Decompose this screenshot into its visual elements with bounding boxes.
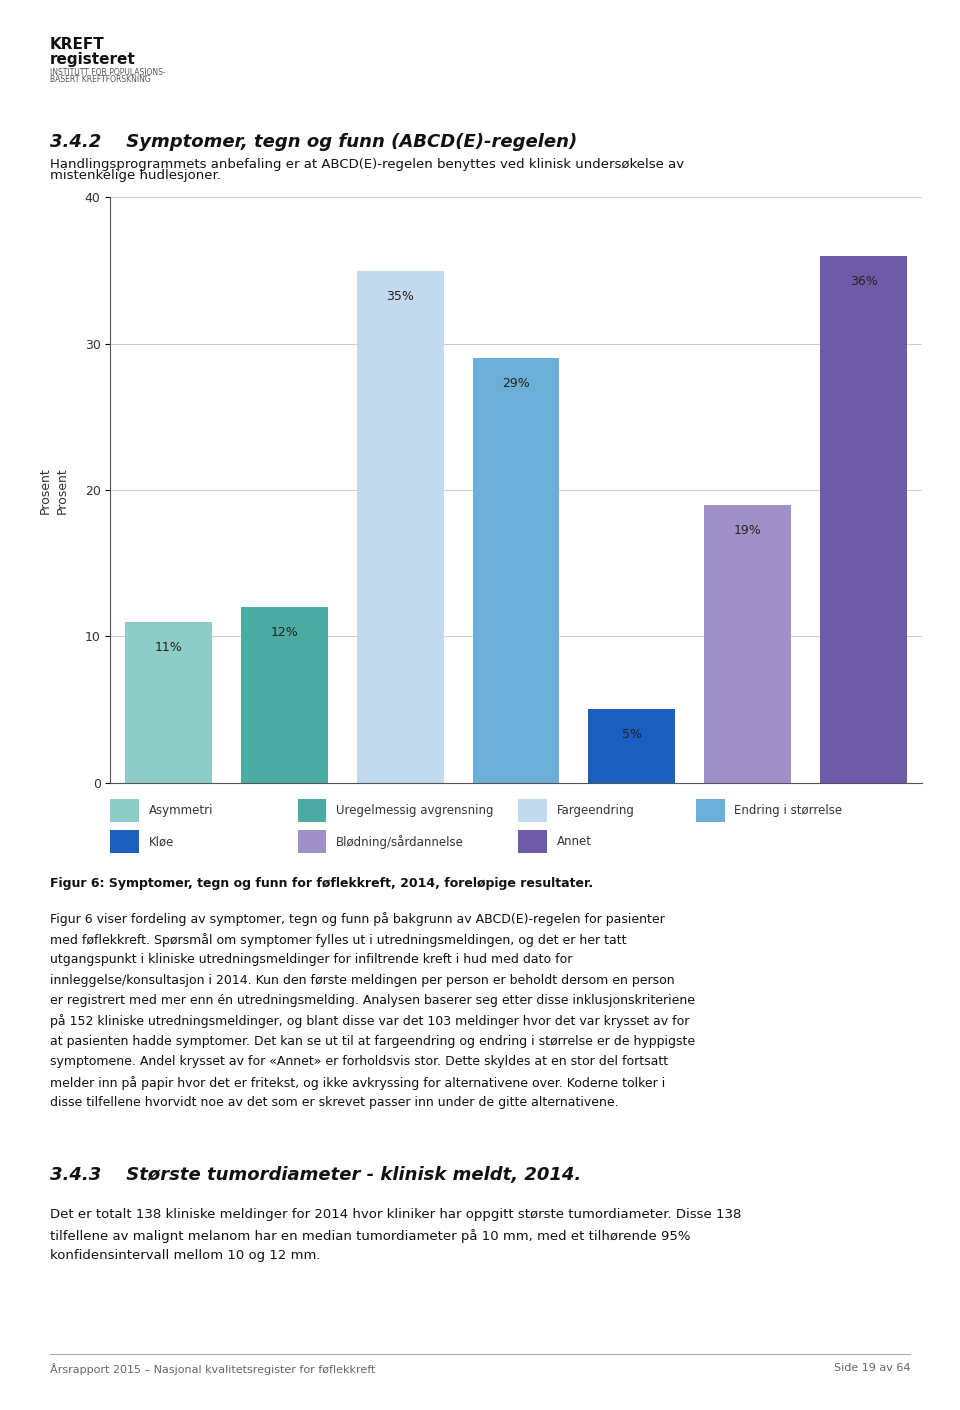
- Text: 5%: 5%: [622, 729, 642, 742]
- Text: Endring i størrelse: Endring i størrelse: [734, 804, 843, 818]
- Text: Asymmetri: Asymmetri: [149, 804, 213, 818]
- Text: med føflekkreft. Spørsmål om symptomer fylles ut i utredningsmeldingen, og det e: med føflekkreft. Spørsmål om symptomer f…: [50, 933, 627, 946]
- Bar: [357, 271, 444, 783]
- Bar: [820, 255, 907, 783]
- Bar: [588, 709, 675, 783]
- Text: Prosent: Prosent: [38, 467, 52, 515]
- Text: konfidensintervall mellom 10 og 12 mm.: konfidensintervall mellom 10 og 12 mm.: [50, 1249, 321, 1262]
- Text: tilfellene av malignt melanom har en median tumordiameter på 10 mm, med et tilhø: tilfellene av malignt melanom har en med…: [50, 1230, 690, 1242]
- Text: Side 19 av 64: Side 19 av 64: [833, 1363, 910, 1373]
- Text: Figur 6: Symptomer, tegn og funn for føflekkreft, 2014, foreløpige resultater.: Figur 6: Symptomer, tegn og funn for føf…: [50, 877, 593, 890]
- Text: 12%: 12%: [271, 626, 299, 639]
- Text: Handlingsprogrammets anbefaling er at ABCD(E)-regelen benyttes ved klinisk under: Handlingsprogrammets anbefaling er at AB…: [50, 158, 684, 171]
- Text: symptomene. Andel krysset av for «Annet» er forholdsvis stor. Dette skyldes at e: symptomene. Andel krysset av for «Annet»…: [50, 1055, 668, 1069]
- Text: Prosent: Prosent: [56, 467, 69, 515]
- Text: disse tilfellene hvorvidt noe av det som er skrevet passer inn under de gitte al: disse tilfellene hvorvidt noe av det som…: [50, 1097, 618, 1110]
- Text: 19%: 19%: [733, 523, 761, 537]
- Text: på 152 kliniske utredningsmeldinger, og blant disse var det 103 meldinger hvor d: på 152 kliniske utredningsmeldinger, og …: [50, 1015, 689, 1028]
- Text: 35%: 35%: [386, 289, 414, 303]
- Text: Blødning/sårdannelse: Blødning/sårdannelse: [336, 835, 464, 849]
- Text: 36%: 36%: [850, 275, 877, 288]
- Text: er registrert med mer enn én utredningsmelding. Analysen baserer seg etter disse: er registrert med mer enn én utredningsm…: [50, 994, 695, 1007]
- Text: 3.4.2    Symptomer, tegn og funn (ABCD(E)-regelen): 3.4.2 Symptomer, tegn og funn (ABCD(E)-r…: [50, 133, 577, 151]
- Text: 29%: 29%: [502, 378, 530, 391]
- Bar: [705, 505, 791, 783]
- Text: Fargeendring: Fargeendring: [557, 804, 635, 818]
- Text: Annet: Annet: [557, 835, 591, 849]
- Text: melder inn på papir hvor det er fritekst, og ikke avkryssing for alternativene o: melder inn på papir hvor det er fritekst…: [50, 1076, 665, 1090]
- Text: INSTITUTT FOR POPULASJONS-: INSTITUTT FOR POPULASJONS-: [50, 68, 165, 76]
- Text: innleggelse/konsultasjon i 2014. Kun den første meldingen per person er beholdt : innleggelse/konsultasjon i 2014. Kun den…: [50, 973, 675, 987]
- Text: registeret: registeret: [50, 52, 135, 68]
- Text: BASERT KREFTFORSKNING: BASERT KREFTFORSKNING: [50, 75, 151, 83]
- Bar: [472, 358, 560, 783]
- Bar: [125, 622, 212, 783]
- Text: 3.4.3    Største tumordiameter - klinisk meldt, 2014.: 3.4.3 Største tumordiameter - klinisk me…: [50, 1166, 581, 1184]
- Text: Det er totalt 138 kliniske meldinger for 2014 hvor kliniker har oppgitt største : Det er totalt 138 kliniske meldinger for…: [50, 1208, 741, 1221]
- Text: Årsrapport 2015 – Nasjonal kvalitetsregister for føflekkreft: Årsrapport 2015 – Nasjonal kvalitetsregi…: [50, 1363, 375, 1375]
- Text: KREFT: KREFT: [50, 37, 105, 52]
- Text: Uregelmessig avgrensning: Uregelmessig avgrensning: [336, 804, 493, 818]
- Text: Figur 6 viser fordeling av symptomer, tegn og funn på bakgrunn av ABCD(E)-regele: Figur 6 viser fordeling av symptomer, te…: [50, 912, 664, 926]
- Text: at pasienten hadde symptomer. Det kan se ut til at fargeendring og endring i stø: at pasienten hadde symptomer. Det kan se…: [50, 1035, 695, 1048]
- Text: Kløe: Kløe: [149, 835, 174, 849]
- Text: 11%: 11%: [155, 640, 182, 654]
- Text: utgangspunkt i kliniske utredningsmeldinger for infiltrende kreft i hud med dato: utgangspunkt i kliniske utredningsmeldin…: [50, 953, 572, 966]
- Text: mistenkelige hudlesjoner.: mistenkelige hudlesjoner.: [50, 169, 221, 182]
- Bar: [241, 606, 327, 783]
